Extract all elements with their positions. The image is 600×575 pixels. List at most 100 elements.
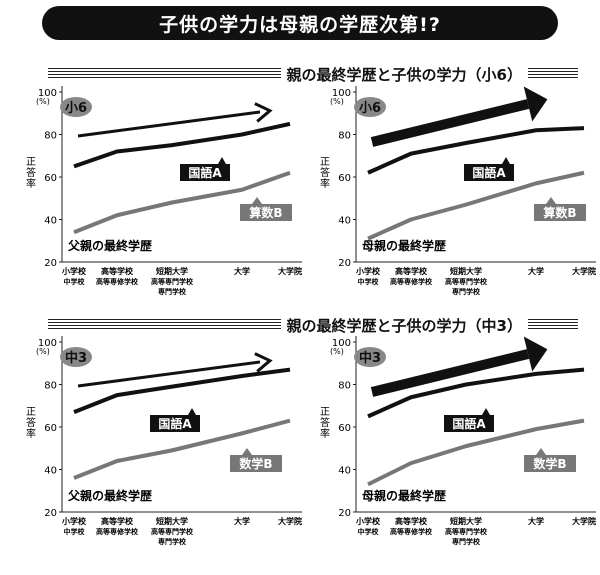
y-tick-label: 80 [338, 381, 351, 392]
y-axis-label-char: 率 [320, 177, 330, 190]
x-tick-label: 大学 [528, 266, 544, 276]
series-line-1 [73, 121, 291, 169]
x-tick-label: 高等専修学校 [390, 277, 433, 286]
unit-label: (%) [36, 347, 50, 356]
y-axis-label-char: 答 [26, 166, 36, 179]
x-tick-label: 短期大学 [450, 266, 482, 276]
unit-label: (%) [36, 97, 50, 106]
grade-badge: 中3 [60, 347, 92, 367]
x-tick-label: 専門学校 [158, 537, 187, 546]
x-tick-label: 高等専修学校 [390, 527, 433, 536]
trend-arrow-head [254, 352, 273, 373]
section-title-junior-high: 親の最終学歴と子供の学力（中3） [286, 316, 522, 335]
series-label-1: 国語A [180, 157, 230, 181]
series-label-box [230, 455, 282, 472]
series-label-text: 数学B [239, 456, 272, 471]
y-tick-label: 40 [338, 466, 351, 477]
y-tick-label: 20 [44, 258, 57, 269]
x-tick-label: 高等学校 [101, 266, 134, 276]
series-label-pointer [188, 408, 196, 415]
y-tick-label: 20 [44, 508, 57, 519]
series-label-box [150, 415, 200, 432]
x-tick-label: 短期大学 [450, 516, 482, 526]
y-axis-label-char: 率 [26, 177, 36, 190]
y-tick-label: 80 [44, 131, 57, 142]
series-label-2: 数学B [230, 448, 282, 472]
y-axis-label-char: 答 [26, 416, 36, 429]
series-label-box [464, 164, 514, 181]
section-header-junior-high: 親の最終学歴と子供の学力（中3） [48, 315, 578, 335]
series-label-1: 国語A [444, 408, 494, 432]
parent-education-label: 母親の最終学歴 [362, 488, 446, 503]
x-tick-label: 高等学校 [395, 516, 428, 526]
x-tick-label: 中学校 [64, 277, 86, 286]
x-tick-label: 専門学校 [452, 537, 481, 546]
series-label-box [180, 164, 230, 181]
section-header-elementary: 親の最終学歴と子供の学力（小6） [48, 64, 578, 84]
x-tick-label: 小学校 [61, 516, 87, 526]
x-tick-label: 大学 [234, 266, 250, 276]
trend-arrow-shaft [370, 99, 530, 147]
parent-education-label: 母親の最終学歴 [362, 238, 446, 253]
x-tick-label: 専門学校 [452, 287, 481, 296]
grade-badge-shape [60, 347, 92, 367]
y-tick-label: 20 [338, 508, 351, 519]
grade-badge-shape [354, 97, 386, 117]
x-tick-label: 短期大学 [156, 516, 188, 526]
y-tick-label: 40 [44, 216, 57, 227]
series-label-2: 数学B [524, 448, 576, 472]
series-label-box [240, 204, 292, 221]
trend-arrow-shaft [77, 110, 261, 138]
y-axis-label-char: 答 [320, 166, 330, 179]
series-label-pointer [482, 408, 490, 415]
x-tick-label: 専門学校 [158, 287, 187, 296]
series-label-box [444, 415, 494, 432]
series-label-pointer [502, 157, 510, 164]
y-tick-label: 80 [44, 381, 57, 392]
x-tick-label: 高等専修学校 [96, 277, 139, 286]
series-line-1 [73, 367, 291, 414]
grade-badge-shape [354, 347, 386, 367]
grade-badge-label: 中3 [359, 350, 381, 366]
x-tick-label: 中学校 [358, 527, 380, 536]
x-tick-label: 高等専門学校 [151, 527, 194, 536]
title-banner: 子供の学力は母親の学歴次第!? [42, 6, 558, 40]
page-title: 子供の学力は母親の学歴次第!? [159, 13, 441, 36]
x-tick-label: 大学 [528, 516, 544, 526]
series-label-text: 算数B [543, 205, 576, 220]
trend-arrow-head [254, 102, 273, 123]
y-tick-label: 100 [38, 338, 57, 349]
x-tick-label: 高等専門学校 [151, 277, 194, 286]
grade-badge: 小6 [354, 97, 386, 117]
parent-education-label: 父親の最終学歴 [67, 238, 152, 253]
x-tick-label: 大学院 [278, 266, 302, 276]
x-tick-label: 大学院 [572, 266, 596, 276]
series-label-text: 国語A [188, 165, 222, 180]
y-tick-label: 60 [338, 173, 351, 184]
y-tick-label: 20 [338, 258, 351, 269]
x-tick-label: 高等学校 [101, 516, 134, 526]
trend-arrow-head [523, 336, 548, 372]
unit-label: (%) [330, 347, 344, 356]
series-label-pointer [546, 197, 556, 204]
y-tick-label: 80 [338, 131, 351, 142]
y-tick-label: 60 [44, 173, 57, 184]
series-label-text: 国語A [472, 165, 506, 180]
x-tick-label: 中学校 [358, 277, 380, 286]
y-tick-label: 60 [44, 423, 57, 434]
series-label-pointer [218, 157, 226, 164]
series-label-box [534, 204, 586, 221]
x-tick-label: 短期大学 [156, 266, 188, 276]
y-axis-label-char: 答 [320, 416, 330, 429]
grade-badge-label: 小6 [65, 101, 87, 116]
series-label-pointer [242, 448, 252, 455]
x-tick-label: 高等専修学校 [96, 527, 139, 536]
y-axis-label-char: 率 [26, 427, 36, 440]
series-line-1 [367, 367, 585, 419]
x-tick-label: 大学 [234, 516, 250, 526]
y-axis-label-char: 正 [320, 407, 330, 418]
y-tick-label: 100 [332, 88, 351, 99]
